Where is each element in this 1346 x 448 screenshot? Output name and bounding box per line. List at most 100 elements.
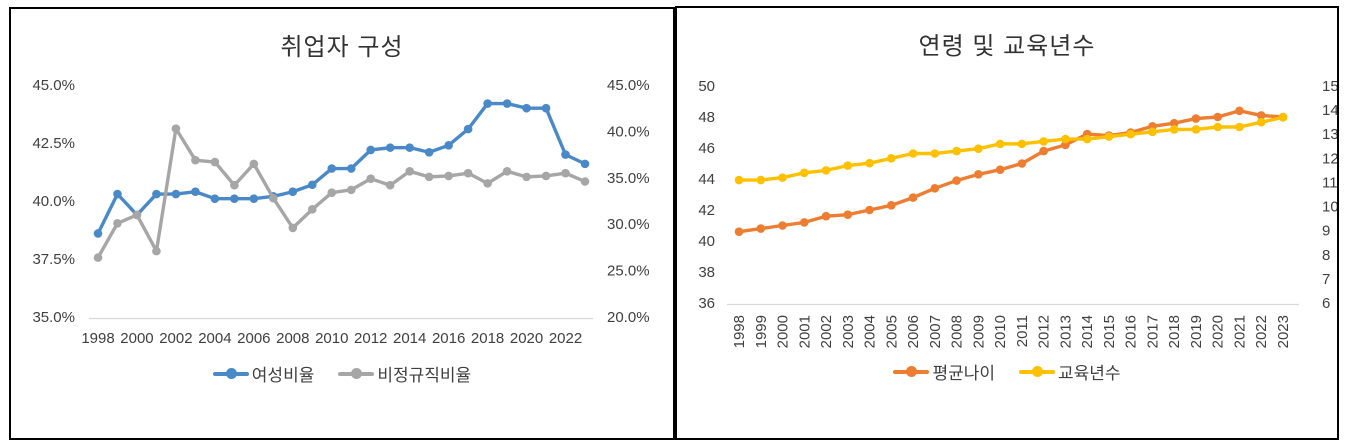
series-point-1 <box>444 171 453 181</box>
series-point-0 <box>152 189 161 199</box>
series-point-0 <box>974 170 983 179</box>
series-point-0 <box>1017 159 1027 168</box>
x-tick-label: 2022 <box>549 330 582 347</box>
x-tick-label: 2020 <box>1210 315 1227 348</box>
y-left-tick-label: 38 <box>698 264 715 281</box>
x-tick-label: 2015 <box>1101 315 1118 348</box>
chart-panel-employment-composition[interactable]: 취업자 구성 45.0% 42.5% 40.0% 37.5% 35.0% 45.0% 40.… <box>9 7 675 440</box>
series-point-1 <box>1278 113 1288 122</box>
x-tick-label: 1998 <box>81 330 114 347</box>
y-left-tick-label: 42 <box>698 202 715 219</box>
series-point-1 <box>821 166 831 175</box>
series-point-1 <box>865 158 874 168</box>
series-point-0 <box>346 164 356 173</box>
legend-employment: 여성비율 비정규직비율 <box>11 361 673 386</box>
series-point-1 <box>799 168 809 178</box>
chart-panel-age-education[interactable]: 연령 및 교육년수 50 48 46 44 42 40 38 36 15 14 13 12 11 10 9 8… <box>675 6 1339 440</box>
series-point-1 <box>385 180 395 190</box>
x-tick-label: 2010 <box>992 315 1009 348</box>
y-right-tick-label: 45.0% <box>607 77 650 94</box>
legend-label-education-years: 교육년수 <box>1058 364 1121 383</box>
legend-item-average-age[interactable]: 평균나이 <box>893 359 995 384</box>
series-point-0 <box>1169 118 1179 128</box>
y-left-tick-label: 36 <box>698 295 715 312</box>
series-point-1 <box>930 149 940 158</box>
series-point-0 <box>821 211 831 221</box>
series-point-0 <box>843 210 853 219</box>
series-point-0 <box>561 150 570 159</box>
series-point-0 <box>1213 112 1223 122</box>
series-point-0 <box>522 103 531 113</box>
y-right-tick-label: 8 <box>1322 247 1330 264</box>
x-tick-label: 2020 <box>510 330 543 347</box>
education-years-line-marker-icon <box>1019 365 1055 378</box>
series-point-0 <box>307 180 317 190</box>
series-point-0 <box>930 184 940 193</box>
y-right-tick-label: 15 <box>1322 78 1337 95</box>
series-point-0 <box>93 229 103 238</box>
series-point-0 <box>1235 106 1244 116</box>
y-right-tick-label: 6 <box>1322 295 1330 312</box>
series-point-1 <box>1213 122 1223 132</box>
series-point-1 <box>93 253 103 262</box>
x-tick-label: 2014 <box>393 330 426 347</box>
series-point-1 <box>580 177 590 186</box>
series-point-1 <box>152 246 161 256</box>
y-right-tick-label: 20.0% <box>607 309 650 326</box>
series-point-0 <box>366 145 376 155</box>
x-tick-label: 2023 <box>1275 315 1292 348</box>
series-point-1 <box>1256 117 1266 127</box>
series-point-1 <box>502 167 512 176</box>
x-tick-label: 2011 <box>1014 315 1031 347</box>
x-tick-label: 2008 <box>949 315 966 348</box>
chart-title-employment: 취업자 구성 <box>280 34 404 61</box>
y-right-tick-label: 10 <box>1322 199 1337 216</box>
y-left-tick-label: 50 <box>698 78 715 95</box>
x-tick-label: 2010 <box>315 330 348 347</box>
series-point-1 <box>541 171 551 181</box>
series-point-0 <box>444 141 453 150</box>
legend-label-average-age: 평균나이 <box>932 364 995 383</box>
series-point-0 <box>171 189 181 199</box>
series-point-0 <box>288 187 298 197</box>
legend-age-education: 평균나이 교육년수 <box>677 359 1337 384</box>
y-right-tick-label: 30.0% <box>607 216 650 233</box>
y-left-tick-label: 48 <box>698 109 715 126</box>
y-left-tick-label: 35.0% <box>32 309 75 326</box>
series-point-0 <box>1039 146 1048 156</box>
series-point-1 <box>522 172 531 182</box>
series-point-0 <box>113 189 122 199</box>
series-point-1 <box>1061 134 1070 144</box>
age-education-plot: 50 48 46 44 42 40 38 36 15 14 13 12 11 10 9 8 7 6 1998 1999… <box>698 78 1337 348</box>
series-point-1 <box>756 175 766 185</box>
series-point-1 <box>1126 129 1135 139</box>
x-tick-label: 2018 <box>471 330 504 347</box>
series-point-1 <box>269 193 278 203</box>
series-point-0 <box>799 218 809 227</box>
series-point-0 <box>580 159 590 169</box>
y-right-tick-label: 40.0% <box>607 123 650 140</box>
series-point-0 <box>463 124 473 134</box>
x-tick-label: 2018 <box>1166 315 1183 348</box>
series-point-0 <box>995 165 1005 174</box>
chart-title-age-education: 연령 및 교육년수 <box>918 33 1096 60</box>
series-point-0 <box>385 143 395 152</box>
series-point-1 <box>1039 137 1048 146</box>
series-point-1 <box>734 175 744 185</box>
x-tick-label: 2013 <box>1057 315 1074 348</box>
series-point-1 <box>483 179 492 188</box>
series-point-0 <box>865 205 874 215</box>
legend-item-education-years[interactable]: 교육년수 <box>1019 359 1121 384</box>
y-left-tick-label: 42.5% <box>32 135 75 152</box>
legend-item-female-ratio[interactable]: 여성비율 <box>212 361 314 386</box>
legend-item-nonregular-ratio[interactable]: 비정규직비율 <box>338 361 471 386</box>
series-point-1 <box>346 185 356 195</box>
series-point-0 <box>734 227 744 236</box>
series-point-0 <box>541 103 551 113</box>
x-tick-label: 2009 <box>970 315 987 348</box>
series-point-0 <box>778 221 787 230</box>
female-ratio-line-marker-icon <box>212 367 249 380</box>
series-point-1 <box>974 144 983 153</box>
x-tick-label: 2006 <box>905 315 922 348</box>
